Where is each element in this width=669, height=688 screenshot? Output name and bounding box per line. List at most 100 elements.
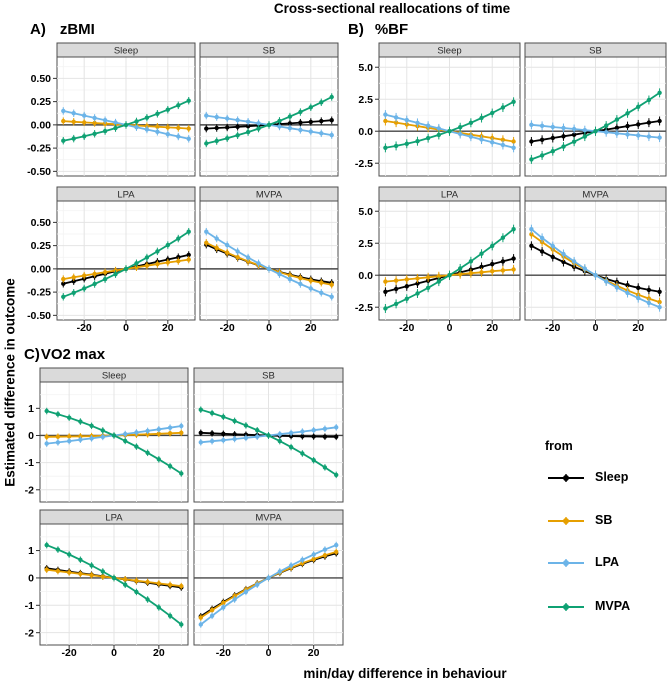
- data-point: [214, 245, 219, 251]
- data-point: [511, 99, 516, 105]
- data-point: [329, 132, 334, 138]
- y-tick-label: 0.00: [31, 119, 52, 131]
- x-tick-label: -20: [62, 647, 77, 659]
- legend-label-mvpa: MVPA: [595, 599, 631, 613]
- data-point: [529, 139, 534, 144]
- data-point: [179, 471, 184, 476]
- x-tick-label: 0: [123, 322, 129, 334]
- facet-strip-label: LPA: [117, 190, 135, 201]
- facet-lpa: LPA: [378, 186, 521, 321]
- data-point: [55, 547, 61, 552]
- data-point: [571, 132, 577, 137]
- data-point: [479, 264, 484, 270]
- data-point: [156, 427, 161, 432]
- data-point: [134, 578, 139, 583]
- y-tick-label: 5.0: [358, 206, 373, 218]
- data-point: [277, 124, 282, 129]
- data-point: [334, 542, 339, 548]
- data-point: [334, 549, 339, 555]
- facet-strip: [378, 186, 521, 202]
- data-point: [468, 134, 474, 139]
- series-from-sleep: [204, 116, 334, 133]
- outcome-panel-b: Sleep SB LPA MVPA 5.0 2.5 0.0 -2.5 5.0 2.5 0.0 -2.5…: [355, 42, 667, 334]
- y-tick-label: 0.25: [31, 240, 52, 252]
- data-point: [82, 273, 87, 278]
- data-point: [288, 563, 294, 568]
- x-tick-label: -20: [216, 647, 231, 659]
- data-point: [176, 134, 181, 139]
- data-point: [561, 144, 566, 149]
- data-point: [636, 104, 641, 110]
- data-point: [61, 108, 66, 114]
- data-point: [78, 434, 83, 439]
- data-point: [204, 113, 209, 118]
- data-point: [165, 107, 170, 112]
- y-tick-label: -1: [25, 457, 34, 469]
- data-point: [67, 570, 72, 575]
- data-point: [61, 281, 66, 286]
- legend-key-point: [563, 560, 569, 566]
- data-point: [277, 272, 282, 277]
- series-from-mvpa: [204, 93, 334, 148]
- x-tick-label: 0: [111, 647, 117, 659]
- data-point: [404, 141, 409, 146]
- data-point: [311, 428, 316, 433]
- data-point: [500, 105, 506, 110]
- data-point: [287, 126, 293, 131]
- series-from-mvpa: [383, 224, 516, 313]
- data-point: [92, 115, 97, 121]
- data-point: [561, 251, 566, 257]
- facet-sb: SB: [199, 42, 339, 177]
- data-point: [479, 251, 484, 256]
- data-point: [123, 438, 128, 444]
- y-tick-label: -0.25: [27, 143, 51, 155]
- data-point: [176, 236, 181, 241]
- data-point: [646, 97, 652, 103]
- data-point: [225, 116, 230, 121]
- data-point: [134, 125, 139, 130]
- data-point: [44, 567, 49, 572]
- series-from-lpa: [204, 227, 334, 301]
- y-tick-label: 1: [28, 403, 34, 415]
- data-point: [225, 250, 230, 255]
- data-point: [67, 552, 72, 557]
- data-point: [134, 119, 139, 124]
- facet-mvpa: MVPA: [524, 186, 667, 321]
- data-point: [636, 285, 641, 290]
- data-point: [221, 414, 226, 419]
- data-point: [319, 280, 324, 285]
- data-point: [179, 583, 184, 589]
- data-point: [100, 569, 106, 574]
- y-tick-label: -2: [25, 627, 34, 639]
- data-point: [277, 432, 282, 437]
- series-from-mvpa: [61, 227, 191, 301]
- data-point: [235, 255, 240, 260]
- data-point: [550, 149, 555, 154]
- data-point: [334, 425, 339, 430]
- data-point: [235, 133, 240, 138]
- data-point: [176, 255, 181, 260]
- data-point: [55, 412, 61, 417]
- data-point: [582, 128, 587, 133]
- data-point: [550, 124, 555, 130]
- data-point: [92, 281, 97, 287]
- facet-sleep: Sleep: [378, 42, 521, 177]
- x-tick-label: 20: [305, 322, 317, 334]
- data-point: [436, 126, 441, 131]
- series-from-lpa: [529, 224, 662, 312]
- facet-sb: SB: [524, 42, 667, 177]
- facet-strip-label: SB: [263, 46, 276, 57]
- data-point: [646, 287, 652, 293]
- data-point: [300, 451, 305, 456]
- data-point: [582, 266, 587, 271]
- data-point: [102, 118, 108, 123]
- panel-c-label: C) VO2 max: [24, 346, 105, 363]
- data-point: [539, 249, 545, 254]
- x-tick-label: 0: [266, 647, 272, 659]
- facet-strip: [39, 509, 189, 525]
- data-point: [529, 157, 534, 162]
- data-point: [436, 274, 441, 279]
- series-from-mvpa: [61, 96, 191, 145]
- data-point: [82, 120, 87, 125]
- data-point: [89, 563, 94, 568]
